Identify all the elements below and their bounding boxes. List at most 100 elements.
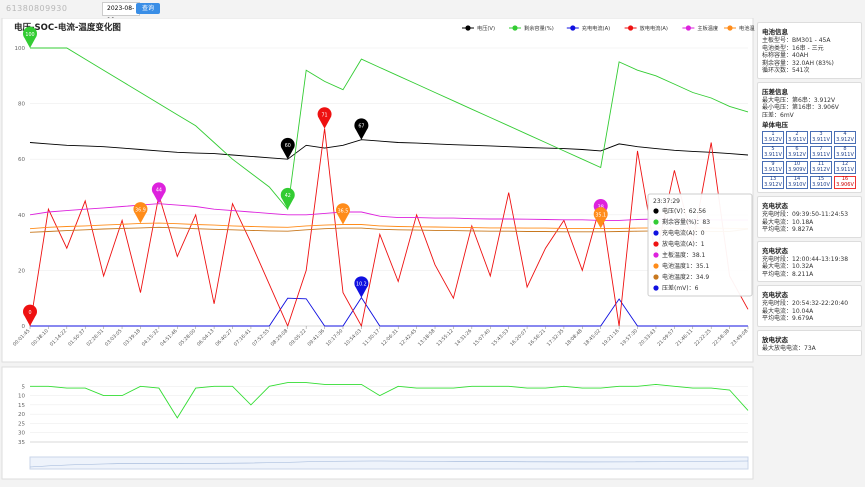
tooltip-item: 电池温度2：34.9 [662,273,709,281]
cell-value: 3.912V [788,151,806,158]
card-line: 最大放电电流：73A [762,344,816,352]
cell-index: 5 [771,146,775,152]
pin-marker [23,304,38,326]
cell-voltage: 12 3.911V [834,161,856,174]
cell-value: 3.911V [788,136,806,143]
y-tick-label: 35 [18,440,25,446]
cell-index: 11 [817,161,825,167]
device-id: 61380809930 [6,4,68,13]
pin-marker [23,26,37,48]
cell-index: 16 [841,176,849,182]
series-line [29,226,749,233]
query-button[interactable]: 查询 [136,3,160,14]
legend-swatch [512,25,518,31]
tooltip-item: 放电电流(A)：1 [662,240,705,248]
info-card: 充电状态 充电时段：09:39:50-11:24:53 最大电流：10.18A 平均电… [757,196,862,238]
tooltip-title: 23:37:29 [653,198,680,205]
legend-label: 主板温度 [697,24,718,32]
zoom-slider[interactable] [29,456,749,470]
legend-label: 电压(V) [477,24,495,32]
cell-value: 3.911V [764,151,782,158]
cell-index: 8 [843,146,847,152]
tooltip-dot [653,252,659,258]
pin-marker [354,276,369,298]
card-line: 充电时段：09:39:50-11:24:53 [762,211,849,218]
date-input[interactable]: 2023-08-10 [102,2,140,24]
card-line: 平均电流：9.679A [762,315,814,322]
tooltip-item: 电压(V)：62.56 [662,207,706,215]
cell-voltage: 10 3.909V [786,161,808,174]
info-card: 电池信息 主板型号：BM301 - 45A 电池类型：16串 - 三元 标称容量：40… [757,22,862,79]
pin-marker [593,207,608,229]
cell-index: 10 [793,161,801,167]
legend-swatch [727,25,733,31]
y-tick-label: 0 [22,324,26,330]
card-line: 剩余容量：32.0AH (83%) [762,59,834,67]
card-line: 最大电流：10.04A [762,307,814,315]
tooltip-dot [653,219,659,225]
pin-marker [280,187,295,210]
series-line [30,382,749,419]
series-line [29,203,748,221]
card-line: 充电时段：20:54:32-22:20:40 [762,300,849,307]
card-title: 充电状态 [762,202,788,210]
cell-value: 3.909V [788,166,806,173]
card-line: 主板型号：BM301 - 45A [762,37,831,44]
card-title: 充电状态 [762,291,788,299]
pin-label: 67 [358,124,364,130]
tooltip-item: 充电电流(A)：0 [662,229,705,237]
cell-value: 3.912V [836,136,854,143]
cell-index: 7 [819,146,823,152]
main-panel [1,18,754,363]
card-line: 平均电流：8.211A [762,270,814,278]
card-title: 压差信息 [762,87,788,96]
tooltip-dot [653,285,659,291]
cell-voltage: 7 3.911V [810,146,832,159]
series-line [29,128,749,328]
cell-index: 1 [771,131,775,137]
card-title: 电池信息 [762,28,788,36]
pin-marker [335,203,350,225]
series-line [29,139,749,160]
y-tick-label: 25 [18,421,25,427]
cell-value: 3.911V [836,166,854,173]
cell-voltage: 4 3.912V [834,131,856,144]
tooltip-dot [653,274,659,280]
pin-label: 60 [285,143,291,149]
legend-label: 剩余容量(%) [524,24,554,32]
cell-grid: 1 3.912V 2 3.911V 3 3.911V 4 3.912V 5 3.911V 6 3.91… [762,131,857,189]
pin-marker [151,182,166,204]
y-tick-label: 20 [18,412,25,418]
card-subtitle: 单体电压 [762,121,788,129]
card-title: 放电状态 [762,335,788,344]
tooltip-dot [653,263,659,269]
cell-voltage: 11 3.912V [810,161,832,174]
cell-voltage: 14 3.910V [786,176,808,189]
chart-title: 电压-SOC-电流-温度变化图 [14,22,121,33]
cell-value: 3.911V [812,136,830,143]
cell-value: 3.912V [812,166,830,173]
cell-value: 3.910V [788,181,806,188]
cell-index: 4 [843,131,847,137]
chart-area: 电压-SOC-电流-温度变化图 02040608010060671004210.… [1,18,755,480]
tooltip-dot [653,208,659,214]
cell-index: 2 [795,131,799,137]
y-tick-label: 60 [18,157,25,163]
card-line: 最小电压：第16串：3.906V [762,104,839,111]
pin-label: 36.9 [135,207,146,213]
series-line [30,47,749,211]
cell-value: 3.911V [836,151,854,158]
cell-index: 14 [793,176,801,182]
info-card: 放电状态 最大放电电流：73A [757,329,862,356]
tooltip-dot [653,230,659,236]
legend-swatch [570,25,576,31]
cell-index: 9 [771,161,775,167]
card-line: 最大电压：第6串：3.912V [762,96,836,104]
tooltip-item: 电池温度1：35.1 [662,262,709,270]
cell-value: 3.906V [836,181,854,188]
card-line: 充电时段：12:00:44-13:19:38 [762,255,849,263]
cell-voltage: 9 3.911V [762,161,784,174]
tooltip-item: 压差(mV)：6 [662,284,699,292]
cell-voltage: 6 3.912V [786,146,808,159]
